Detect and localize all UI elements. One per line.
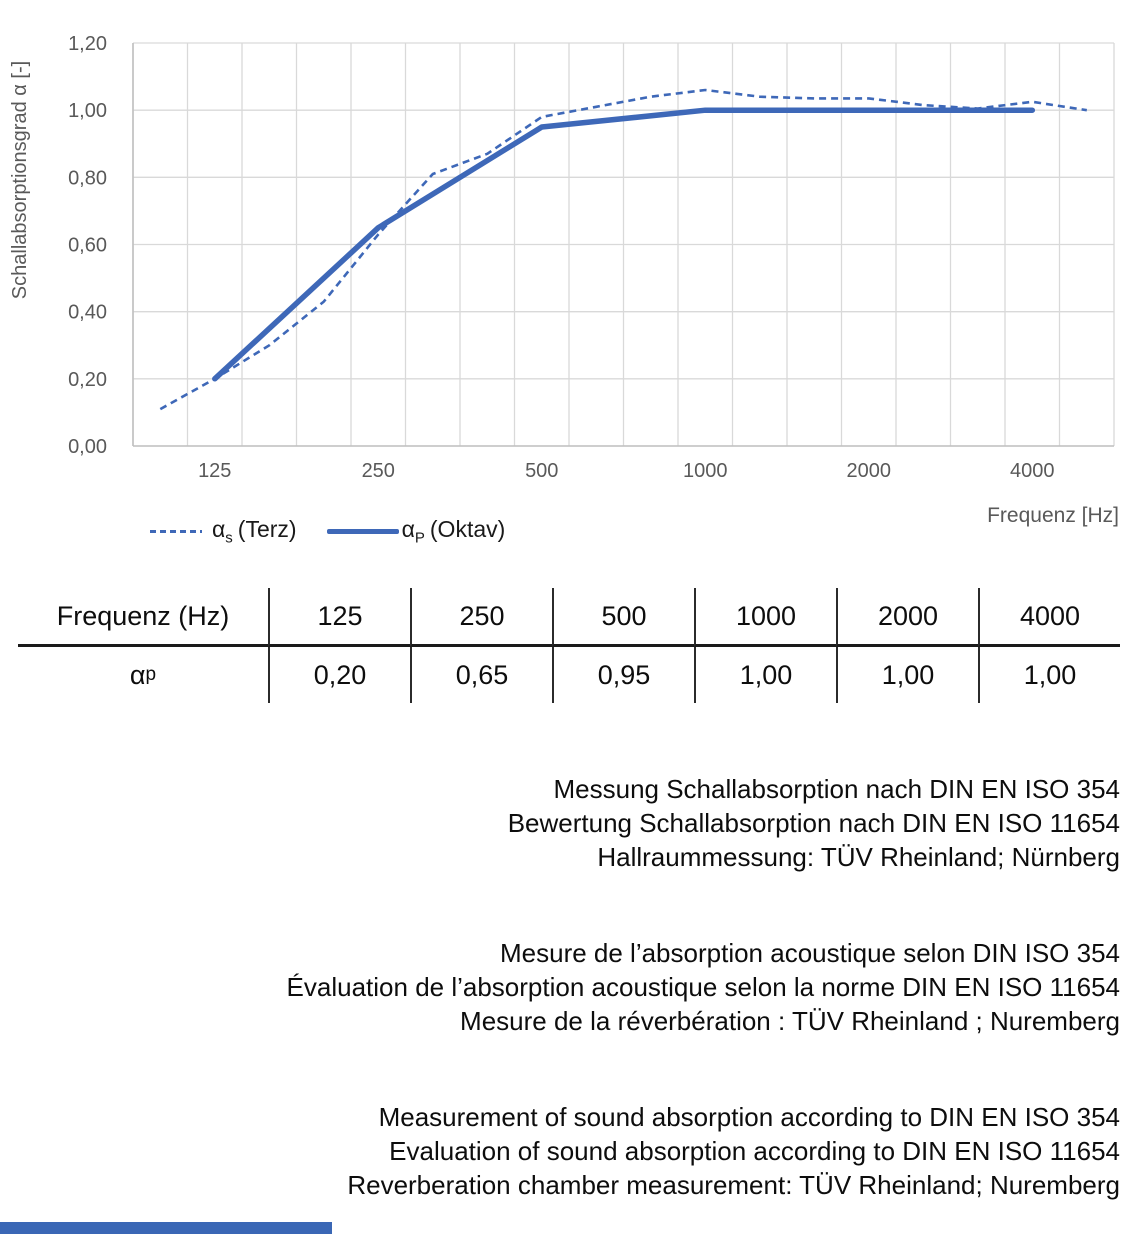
table-cell-value: 1,00 bbox=[694, 647, 836, 703]
note-line: Evaluation of sound absorption according… bbox=[389, 1136, 1120, 1166]
note-line: Bewertung Schallabsorption nach DIN EN I… bbox=[507, 808, 1120, 838]
note-line: Mesure de l’absorption acoustique selon … bbox=[499, 938, 1120, 968]
table-cell-value: 0,20 bbox=[268, 647, 410, 703]
note-line: Reverberation chamber measurement: TÜV R… bbox=[347, 1170, 1120, 1200]
series-line-alpha-s-terz bbox=[159, 88, 1087, 411]
note-line: Hallraummessung: TÜV Rheinland; Nürnberg bbox=[597, 842, 1120, 872]
x-tick-label: 1000 bbox=[683, 460, 728, 482]
legend-label-oktav: αP (Oktav) bbox=[401, 516, 506, 547]
notes-french: Mesure de l’absorption acoustique selon … bbox=[15, 936, 1120, 1038]
table-cell-value: 1,00 bbox=[978, 647, 1120, 703]
legend-item-oktav: αP (Oktav) bbox=[326, 516, 506, 547]
x-tick-label: 125 bbox=[198, 460, 231, 482]
dashed-line-sample bbox=[150, 529, 202, 533]
table-header-value: 4000 bbox=[978, 588, 1120, 647]
legend-item-terz: αs (Terz) bbox=[150, 516, 297, 547]
x-tick-label: 4000 bbox=[1010, 460, 1055, 482]
x-tick-label: 500 bbox=[525, 460, 558, 482]
series-line-alpha-p-oktav bbox=[212, 107, 1036, 382]
table-header-value: 500 bbox=[552, 588, 694, 647]
table-cell-value: 0,95 bbox=[552, 647, 694, 703]
notes-german: Messung Schallabsorption nach DIN EN ISO… bbox=[15, 772, 1120, 874]
y-tick-label: 1,00 bbox=[68, 100, 107, 122]
table-header-value: 2000 bbox=[836, 588, 978, 647]
y-tick-label: 0,40 bbox=[68, 302, 107, 324]
y-tick-label: 1,20 bbox=[68, 33, 107, 55]
x-tick-label: 2000 bbox=[847, 460, 892, 482]
y-tick-label: 0,80 bbox=[68, 167, 107, 189]
absorption-chart: Schallabsorptionsgrad α [-] 0,00 0,20 0,40… bbox=[0, 0, 1135, 560]
note-line: Messung Schallabsorption nach DIN EN ISO… bbox=[553, 774, 1120, 804]
table-header-value: 125 bbox=[268, 588, 410, 647]
table-header-frequency: Frequenz (Hz) bbox=[18, 588, 268, 647]
note-line: Évaluation de l’absorption acoustique se… bbox=[286, 972, 1120, 1002]
solid-line-sample bbox=[326, 528, 399, 534]
absorption-table: Frequenz (Hz) 125 250 500 1000 2000 4000… bbox=[18, 588, 1120, 703]
footer-accent-bar bbox=[0, 1222, 332, 1234]
chart-legend: αs (Terz) αP (Oktav) bbox=[150, 516, 505, 547]
y-tick-label: 0,60 bbox=[68, 235, 107, 257]
note-line: Measurement of sound absorption accordin… bbox=[378, 1102, 1120, 1132]
y-tick-label: 0,20 bbox=[68, 369, 107, 391]
x-axis-title: Frequenz [Hz] bbox=[987, 504, 1119, 527]
note-line: Mesure de la réverbération : TÜV Rheinla… bbox=[460, 1006, 1120, 1036]
table-header-value: 250 bbox=[410, 588, 552, 647]
table-cell-value: 1,00 bbox=[836, 647, 978, 703]
chart-plot-area: 0,00 0,20 0,40 0,60 0,80 1,00 1,20 125 250 500 100… bbox=[68, 33, 1115, 482]
y-tick-label: 0,00 bbox=[68, 436, 107, 458]
table-header-value: 1000 bbox=[694, 588, 836, 647]
table-cell-value: 0,65 bbox=[410, 647, 552, 703]
x-tick-label: 250 bbox=[362, 460, 395, 482]
legend-label-terz: αs (Terz) bbox=[212, 516, 297, 547]
notes-english: Measurement of sound absorption accordin… bbox=[15, 1100, 1120, 1202]
